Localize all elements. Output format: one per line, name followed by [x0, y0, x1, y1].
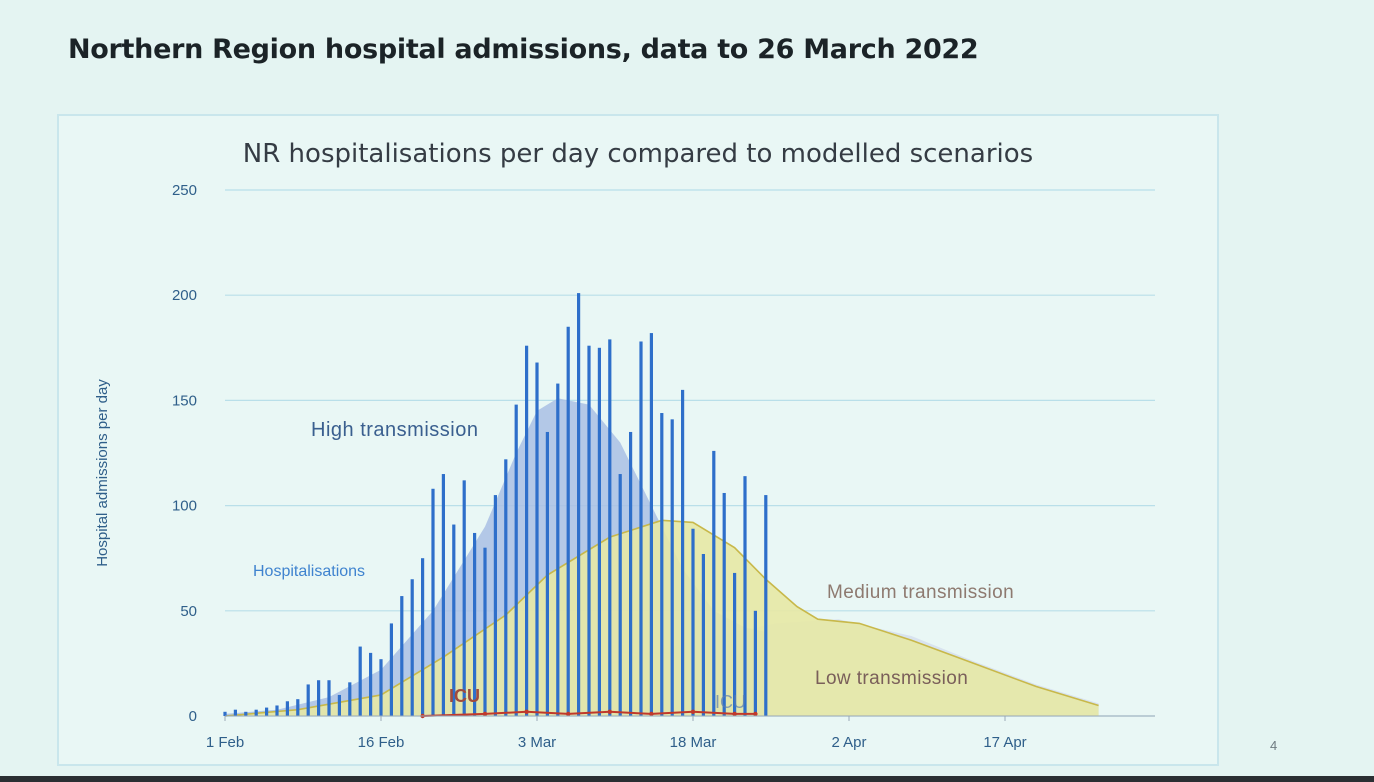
hospitalisation-bar: [525, 345, 529, 716]
hospitalisation-bar: [639, 341, 643, 716]
icu-point: [690, 709, 696, 714]
hospitalisation-bar: [535, 362, 539, 716]
hospitalisation-bar: [743, 476, 747, 716]
bottom-bar: [0, 776, 1374, 782]
chart-svg: NR hospitalisations per day compared to …: [94, 139, 1155, 751]
hospitalisation-bar: [285, 701, 289, 716]
hospitalisation-bar: [649, 333, 653, 716]
page-number: 4: [1270, 738, 1278, 753]
hospitalisation-bar: [660, 413, 664, 716]
hospitalisation-bar: [421, 558, 425, 716]
annotation-medium-transmission: Medium transmission: [827, 582, 1014, 603]
hospitalisation-bar: [473, 532, 477, 716]
hospitalisation-bar: [431, 488, 435, 716]
x-tick-label: 16 Feb: [358, 734, 405, 751]
hospitalisation-bar: [233, 709, 237, 716]
icu-point: [524, 709, 529, 714]
hospitalisation-bar: [452, 524, 456, 716]
icu-point: [753, 711, 758, 717]
hospitalisation-bar: [369, 652, 373, 716]
hospitalisation-bar: [764, 495, 768, 716]
y-tick-label: 200: [172, 287, 197, 304]
hospitalisation-bar: [566, 326, 570, 716]
icu-point: [649, 711, 654, 717]
hospitalisation-bar: [244, 711, 248, 716]
annotation-high-transmission: High transmission: [311, 419, 478, 441]
hospitalisation-bar: [681, 389, 685, 716]
hospitalisation-bar: [296, 699, 300, 716]
hospitalisation-bar: [410, 579, 414, 716]
hospitalisation-bar: [753, 610, 757, 716]
hospitalisation-bar: [577, 293, 581, 716]
hospitalisation-bar: [691, 528, 695, 716]
hospitalisation-bar: [265, 707, 269, 716]
hospitalisation-bar: [254, 709, 258, 716]
hospitalisation-bar: [608, 339, 612, 716]
hospitalisation-bar: [400, 596, 404, 716]
hospitalisation-bar: [379, 659, 383, 716]
x-tick-label: 2 Apr: [831, 734, 866, 751]
hospitalisation-bar: [337, 694, 341, 716]
hospitalisation-bar: [275, 705, 279, 716]
icu-point: [607, 709, 612, 714]
chart-frame: NR hospitalisations per day compared to …: [57, 114, 1219, 766]
chart-title: NR hospitalisations per day compared to …: [243, 139, 1033, 169]
hospitalisation-bar: [597, 347, 601, 716]
hospitalisation-bar: [587, 345, 591, 716]
y-tick-label: 50: [180, 603, 197, 620]
hospitalisation-bar: [223, 711, 227, 716]
x-tick-label: 1 Feb: [206, 734, 244, 751]
hospitalisation-bar: [327, 680, 331, 716]
hospitalisation-bar: [389, 623, 393, 716]
hospitalisation-bar: [358, 646, 362, 716]
y-tick-label: 0: [189, 708, 197, 725]
y-tick-label: 250: [172, 182, 197, 199]
hospitalisation-bar: [722, 492, 726, 716]
icu-point: [732, 711, 737, 717]
hospitalisation-bar: [504, 459, 508, 716]
hospitalisation-bar: [670, 419, 674, 716]
hospitalisation-bar: [629, 431, 633, 716]
hospitalisation-bar: [493, 495, 497, 716]
y-tick-label: 100: [172, 498, 197, 515]
hospitalisation-bar: [545, 431, 549, 716]
hospitalisation-bar: [306, 684, 310, 716]
hospitalisation-bar: [712, 450, 716, 716]
annotation-icu-2: ICU: [715, 692, 746, 712]
hospitalisation-bar: [556, 383, 560, 716]
x-tick-label: 18 Mar: [670, 734, 717, 751]
hospitalisation-bar: [483, 547, 487, 716]
annotation-hospitalisations: Hospitalisations: [253, 563, 365, 580]
annotation-icu: ICU: [449, 686, 480, 706]
hospitalisation-bar: [462, 480, 466, 716]
annotation-low-transmission: Low transmission: [815, 668, 968, 689]
hospitalisation-bar: [733, 572, 737, 716]
y-axis-label: Hospital admissions per day: [94, 379, 111, 567]
icu-point: [482, 711, 488, 717]
hospitalisation-bar: [618, 474, 622, 716]
hospitalisation-bar: [701, 553, 705, 716]
y-tick-label: 150: [172, 392, 197, 409]
hospitalisation-bar: [441, 474, 445, 716]
x-tick-label: 3 Mar: [518, 734, 556, 751]
slide-title: Northern Region hospital admissions, dat…: [68, 34, 979, 65]
hospitalisation-bar: [514, 404, 518, 716]
x-tick-label: 17 Apr: [983, 734, 1026, 751]
hospitalisation-bar: [317, 680, 321, 716]
hospitalisation-bar: [348, 682, 352, 716]
icu-point: [566, 711, 571, 717]
